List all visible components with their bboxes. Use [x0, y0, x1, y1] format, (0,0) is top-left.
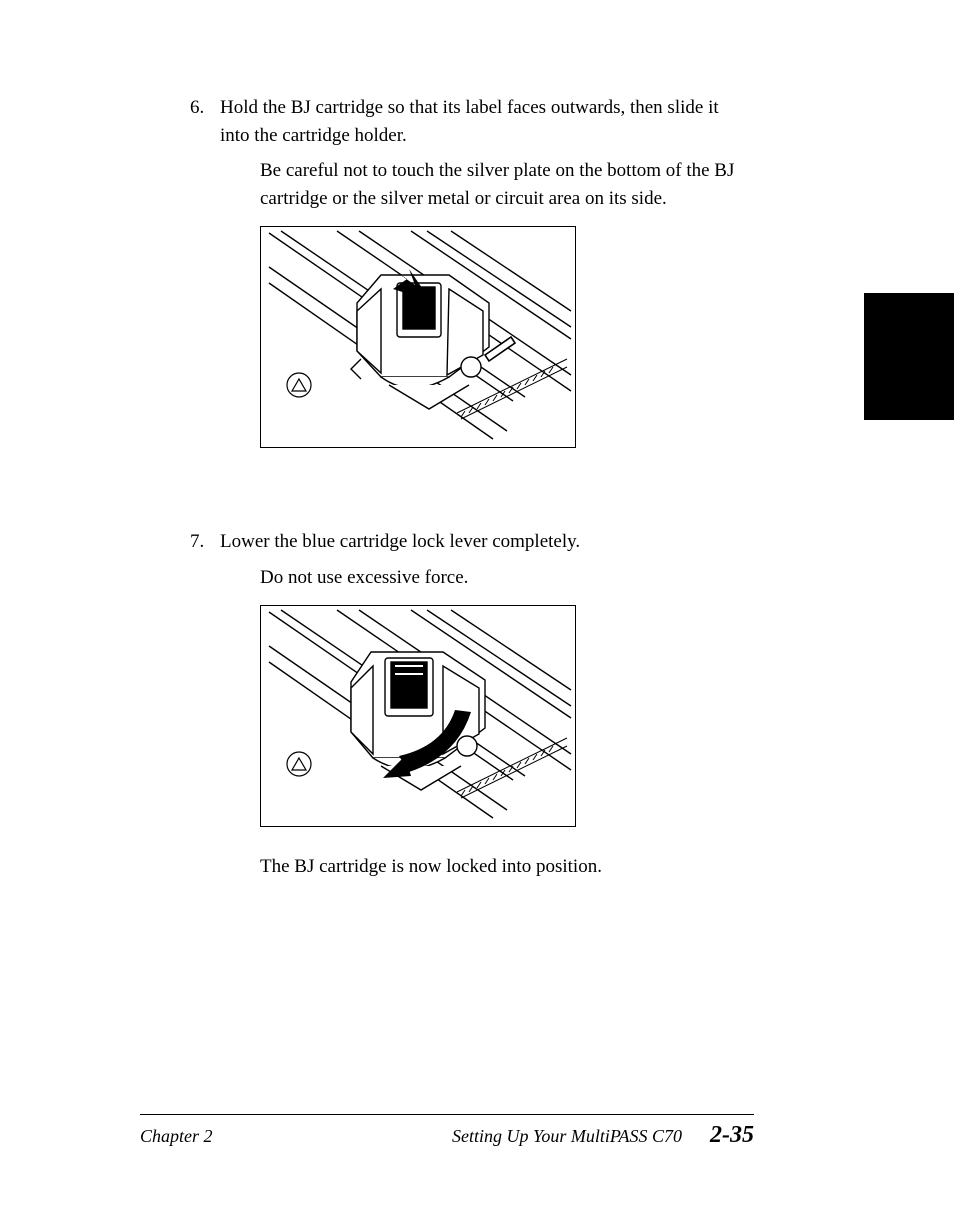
step-6-note: Be careful not to touch the silver plate… — [260, 157, 754, 212]
lock-lever-diagram-svg — [261, 606, 573, 824]
step-7-number: 7. — [190, 528, 204, 556]
step-6-line1: Hold the BJ cartridge so that its label … — [220, 97, 719, 118]
footer-page-number: 2-35 — [710, 1122, 754, 1149]
step-7-note: Do not use excessive force. — [260, 564, 754, 592]
footer-section: Setting Up Your MultiPASS C70 — [452, 1126, 682, 1147]
footer-chapter: Chapter 2 — [140, 1126, 213, 1147]
step-6-sub2: cartridge or the silver metal or circuit… — [260, 188, 667, 209]
footer-rule — [140, 1114, 754, 1115]
step-7-result: The BJ cartridge is now locked into posi… — [260, 853, 754, 881]
step-6-sub1: Be careful not to touch the silver plate… — [260, 160, 734, 181]
figure-lock-lever — [260, 605, 576, 827]
cartridge-insert-diagram-svg — [261, 227, 573, 445]
step-7-text: Lower the blue cartridge lock lever comp… — [220, 528, 754, 556]
step-6-text: Hold the BJ cartridge so that its label … — [220, 94, 754, 149]
figure-insert-cartridge — [260, 226, 576, 448]
step-6-number: 6. — [190, 94, 204, 122]
step-6-line2: into the cartridge holder. — [220, 125, 407, 146]
side-tab — [864, 293, 954, 420]
footer: Chapter 2 Setting Up Your MultiPASS C70 … — [140, 1122, 754, 1149]
